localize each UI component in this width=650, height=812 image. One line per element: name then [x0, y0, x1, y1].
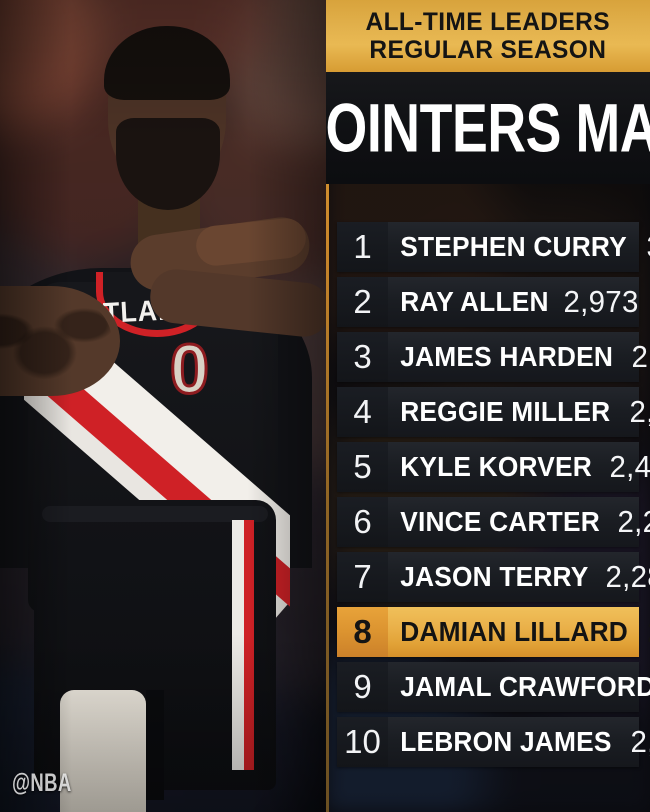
row-rank: 3 [337, 332, 388, 382]
row-stat-value: 2,290 [617, 504, 650, 539]
header-line-1: ALL-TIME LEADERS [365, 8, 611, 36]
table-row: 5 KYLE KORVER 2,450 [337, 442, 650, 492]
row-rank: 1 [337, 222, 388, 272]
row-player-name: REGGIE MILLER [400, 396, 611, 427]
row-rank: 5 [337, 442, 388, 492]
panel-header-banner: ALL-TIME LEADERS REGULAR SEASON [326, 0, 650, 72]
row-rank: 6 [337, 497, 388, 547]
row-stat-value: 3,248 [647, 229, 650, 265]
player-photo: RTLAND 0 @NBA [0, 0, 326, 812]
panel-gold-edge-stripe [326, 0, 329, 812]
row-player-name: LEBRON JAMES [400, 726, 612, 757]
row-player-name: STEPHEN CURRY [400, 231, 627, 262]
player-leg-wrap [60, 690, 146, 812]
table-row: 7 JASON TERRY 2,282 [337, 552, 650, 602]
table-row: 4 REGGIE MILLER 2,560 [337, 387, 650, 437]
row-stat-value: 2,973 [563, 284, 639, 319]
row-rank: 9 [337, 662, 388, 712]
leaderboard-list: 1 STEPHEN CURRY 3,248 2 RAY ALLEN 2,973 3 JAMES… [326, 222, 650, 772]
table-row: 1 STEPHEN CURRY 3,248 [337, 222, 650, 272]
arm-tattoo [0, 292, 112, 390]
row-stat-value: 2,631 [631, 339, 650, 374]
header-line-2: REGULAR SEASON [369, 36, 607, 64]
table-row: 6 VINCE CARTER 2,290 [337, 497, 650, 547]
row-player-name: RAY ALLEN [400, 286, 549, 317]
player-hair [104, 26, 230, 100]
row-stat-value: 2,188 [630, 724, 650, 759]
table-row: 2 RAY ALLEN 2,973 [337, 277, 639, 327]
jersey-number: 0 [169, 330, 211, 408]
table-row: 3 JAMES HARDEN 2,631 [337, 332, 650, 382]
stat-title-band: 3-POINTERS MADE [326, 72, 650, 184]
row-rank: 8 [337, 607, 388, 657]
row-stat-value: 2,282 [605, 559, 650, 594]
leg-gap [146, 690, 164, 800]
row-player-name: DAMIAN LILLARD [400, 616, 629, 647]
stats-panel: ALL-TIME LEADERS REGULAR SEASON 3-POINTE… [326, 0, 650, 812]
row-player-name: JASON TERRY [400, 561, 589, 592]
player-figure: RTLAND 0 [0, 26, 326, 812]
table-row: 8 DAMIAN LILLARD 2,222 [337, 607, 650, 657]
row-stat-value: 2,560 [629, 394, 650, 429]
row-player-name: JAMES HARDEN [400, 341, 614, 372]
row-player-name: JAMAL CRAWFORD [400, 671, 650, 702]
row-stat-value: 2,450 [609, 449, 650, 484]
nba-watermark: @NBA [12, 769, 72, 797]
row-rank: 4 [337, 387, 388, 437]
row-rank: 10 [337, 717, 388, 767]
row-player-name: VINCE CARTER [400, 506, 600, 537]
player-beard [116, 118, 220, 210]
row-rank: 7 [337, 552, 388, 602]
stat-title: 3-POINTERS MADE [326, 89, 650, 166]
shorts-side-stripe [232, 520, 254, 770]
shorts-waistband [42, 506, 268, 522]
row-stat-value: 2,222 [648, 614, 650, 650]
row-player-name: KYLE KORVER [400, 451, 592, 482]
table-row: 10 LEBRON JAMES 2,188 [337, 717, 650, 767]
row-rank: 2 [337, 277, 388, 327]
